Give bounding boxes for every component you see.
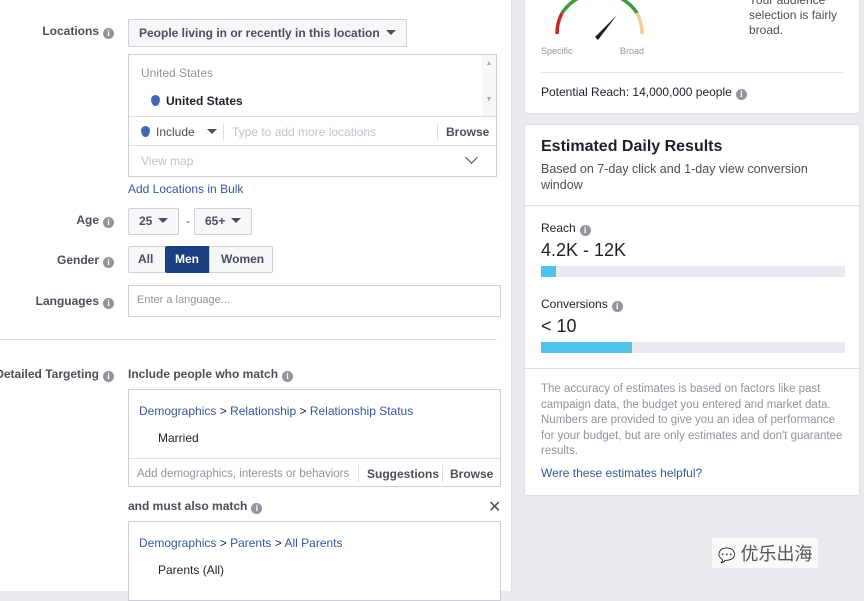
info-icon[interactable]: i — [103, 217, 114, 228]
crumb-link[interactable]: Demographics — [139, 404, 217, 418]
gender-men-button[interactable]: Men — [165, 246, 210, 273]
age-label: Age i — [76, 213, 114, 228]
conversions-label: Conversions i — [541, 297, 623, 312]
wechat-icon: 💬 — [718, 547, 736, 563]
gender-women-button[interactable]: Women — [209, 246, 273, 273]
crumb-sep: > — [219, 536, 227, 550]
crumb-link[interactable]: Relationship Status — [309, 404, 414, 418]
crumb-link[interactable]: Demographics — [139, 536, 217, 550]
card-subtitle: Based on 7-day click and 1-day view conv… — [541, 162, 808, 192]
age-max-dropdown[interactable]: 65+ — [194, 208, 253, 235]
feedback-link[interactable]: Were these estimates helpful? — [541, 466, 703, 480]
targeting-panel: Locations i People living in or recently … — [0, 0, 512, 601]
targeting-value[interactable]: Married — [158, 431, 199, 445]
also-match-heading: and must also match i — [128, 499, 263, 514]
targeting-search-input[interactable]: Add demographics, interests or behaviors — [137, 468, 350, 480]
crumb-link[interactable]: All Parents — [284, 536, 343, 550]
caret-down-icon — [231, 218, 242, 223]
location-search-input[interactable]: Type to add more locations — [232, 125, 377, 139]
audience-gauge-icon — [555, 0, 644, 40]
breadcrumb: Demographics > Relationship > Relationsh… — [139, 404, 413, 418]
info-icon[interactable]: i — [103, 298, 114, 309]
crumb-sep: > — [274, 536, 282, 550]
age-min-dropdown[interactable]: 25 — [128, 208, 180, 235]
info-icon[interactable]: i — [103, 28, 114, 39]
crumb-sep: > — [219, 404, 227, 418]
info-icon[interactable]: i — [611, 301, 623, 312]
info-icon[interactable]: i — [579, 225, 591, 236]
info-icon[interactable]: i — [735, 89, 747, 100]
gender-all-button[interactable]: All — [128, 246, 166, 273]
caret-down-icon — [206, 129, 217, 134]
crumb-sep: > — [299, 404, 307, 418]
watermark: 💬 优乐出海 — [712, 538, 819, 568]
location-box: United States United States ▲ ▼ Include T… — [128, 54, 497, 177]
breadcrumb: Demographics > Parents > All Parents — [139, 536, 343, 550]
estimated-results-card: Estimated Daily Results Based on 7-day c… — [524, 124, 860, 496]
browse-locations-button[interactable]: Browse — [446, 125, 490, 139]
view-map-toggle[interactable]: View map — [141, 154, 194, 168]
info-icon[interactable]: i — [103, 371, 114, 382]
conversions-bar — [541, 342, 845, 353]
audience-description: Your audience selection is fairly broad. — [749, 0, 838, 37]
reach-label: Reach i — [541, 221, 591, 236]
conversions-bar-fill — [541, 342, 633, 353]
location-pin-icon — [151, 95, 160, 106]
reach-value: 4.2K - 12K — [541, 240, 627, 260]
info-icon[interactable]: i — [103, 257, 114, 268]
languages-label: Languages i — [36, 294, 114, 309]
detailed-targeting-label: Detailed Targeting i — [0, 367, 114, 382]
targeting-value[interactable]: Parents (All) — [158, 563, 225, 577]
include-dropdown[interactable]: Include — [141, 125, 217, 139]
close-icon[interactable]: ✕ — [488, 499, 502, 516]
age-separator: - — [186, 214, 190, 228]
also-match-box: Demographics > Parents > All Parents Par… — [128, 521, 501, 601]
info-icon[interactable]: i — [282, 371, 294, 382]
broad-label: Broad — [620, 46, 645, 56]
detailed-targeting-box: Demographics > Relationship > Relationsh… — [128, 389, 501, 487]
info-icon[interactable]: i — [251, 503, 263, 514]
chevron-down-icon[interactable] — [465, 151, 478, 164]
potential-reach: Potential Reach: 14,000,000 people i — [541, 85, 747, 100]
selected-location[interactable]: United States — [151, 94, 243, 108]
caret-down-icon — [385, 30, 396, 35]
browse-targeting-button[interactable]: Browse — [450, 467, 494, 481]
crumb-link[interactable]: Relationship — [230, 404, 297, 418]
conversions-value: < 10 — [541, 316, 577, 336]
include-heading: Include people who match i — [128, 367, 294, 382]
reach-bar — [541, 266, 845, 277]
card-title: Estimated Daily Results — [541, 138, 723, 155]
locations-label: Locations i — [42, 24, 114, 39]
add-locations-bulk-link[interactable]: Add Locations in Bulk — [128, 182, 244, 196]
location-group-header: United States — [141, 66, 214, 80]
crumb-link[interactable]: Parents — [230, 536, 272, 550]
reach-bar-fill — [541, 266, 557, 277]
specific-label: Specific — [541, 46, 573, 56]
estimates-disclaimer: The accuracy of estimates is based on fa… — [541, 383, 843, 457]
location-pin-icon — [141, 126, 150, 137]
gender-label: Gender i — [57, 253, 114, 268]
suggestions-button[interactable]: Suggestions — [367, 467, 440, 481]
audience-size-card: Specific Broad Your audience selection i… — [524, 0, 860, 114]
divider — [0, 339, 497, 340]
scrollbar[interactable]: ▲ ▼ — [482, 55, 496, 116]
caret-down-icon — [158, 218, 169, 223]
language-input[interactable]: Enter a language... — [128, 285, 501, 317]
location-type-dropdown[interactable]: People living in or recently in this loc… — [128, 19, 407, 47]
